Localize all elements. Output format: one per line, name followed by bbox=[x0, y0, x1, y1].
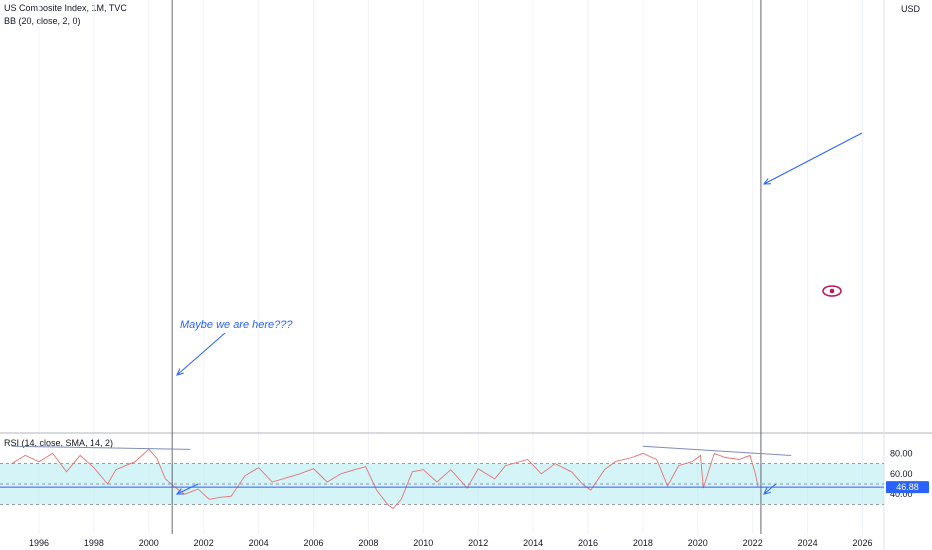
time-tick-label: 2002 bbox=[194, 538, 214, 548]
rsi-arrow-left bbox=[176, 483, 199, 495]
rsi-line bbox=[11, 448, 759, 510]
annotation-arrow-head bbox=[176, 368, 184, 376]
current-arrow-head bbox=[762, 178, 772, 185]
time-tick-label: 2024 bbox=[798, 538, 818, 548]
time-tick-label: 2012 bbox=[468, 538, 488, 548]
rsi-band-fill bbox=[0, 463, 884, 505]
eye-icon[interactable] bbox=[822, 285, 842, 297]
currency-label: USD bbox=[901, 4, 921, 14]
time-tick-label: 2020 bbox=[688, 538, 708, 548]
rsi-value-badge-text: 46.88 bbox=[896, 482, 919, 492]
drawings bbox=[0, 0, 884, 534]
rsi-tick-label: 80.00 bbox=[890, 448, 913, 458]
rsi-tick-label: 40.00 bbox=[890, 489, 913, 499]
time-tick-label: 2010 bbox=[413, 538, 433, 548]
time-tick-label: 2006 bbox=[303, 538, 323, 548]
rsi-value-badge bbox=[886, 481, 929, 494]
time-tick-label: 2018 bbox=[633, 538, 653, 548]
time-tick-label: 2026 bbox=[852, 538, 872, 548]
axes: 21000.0020000.0019000.0018000.0017000.00… bbox=[29, 448, 929, 548]
rsi-trendline-left bbox=[11, 445, 190, 450]
rsi-band bbox=[0, 463, 884, 505]
annotation-text: Maybe we are here??? bbox=[180, 319, 293, 331]
time-tick-label: 2016 bbox=[578, 538, 598, 548]
rsi-arrow-left-head bbox=[175, 488, 185, 495]
time-tick-label: 2004 bbox=[249, 538, 269, 548]
time-tick-label: 2000 bbox=[139, 538, 159, 548]
current-arrow bbox=[763, 132, 863, 185]
time-tick-label: 2014 bbox=[523, 538, 543, 548]
time-tick-label: 1996 bbox=[29, 538, 49, 548]
rsi-arrow-right bbox=[763, 483, 777, 495]
time-tick-label: 2022 bbox=[743, 538, 763, 548]
bb-indicator-title: BB (20, close, 2, 0) bbox=[4, 16, 81, 26]
rsi-tick-label: 60.00 bbox=[890, 469, 913, 479]
symbol-title: US Composite Index, 1M, TVC bbox=[4, 3, 127, 13]
annotation-arrow bbox=[176, 332, 226, 376]
rsi-arrow-right-head bbox=[763, 487, 771, 495]
rsi-trendline-right bbox=[642, 445, 792, 456]
rsi-indicator-title: RSI (14, close, SMA, 14, 2) bbox=[4, 438, 114, 448]
time-tick-label: 2008 bbox=[358, 538, 378, 548]
time-tick-label: 1998 bbox=[84, 538, 104, 548]
rsi-series bbox=[11, 448, 759, 510]
